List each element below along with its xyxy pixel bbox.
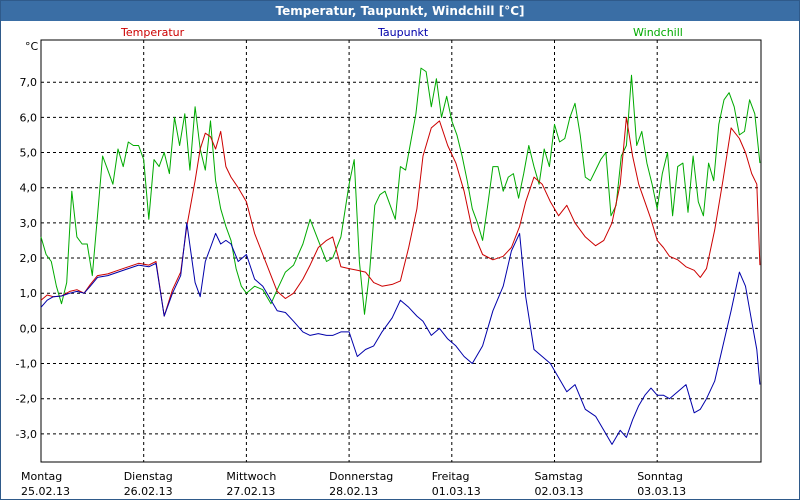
legend-temperatur: Temperatur xyxy=(120,26,185,39)
series-layer xyxy=(40,67,761,445)
y-axis-unit: °C xyxy=(25,40,39,53)
x-axis-labels: Montag 25.02.13 Dienstag 26.02.13 Mittwoch 27… xyxy=(21,470,686,498)
x-tick-date: 02.03.13 xyxy=(535,485,584,498)
y-tick-label: 5,0 xyxy=(20,147,38,160)
y-tick-label: 6,0 xyxy=(20,111,38,124)
legend-windchill: Windchill xyxy=(633,26,683,39)
plot-area xyxy=(40,39,762,463)
y-tick-label: 0,0 xyxy=(20,322,38,335)
series-line-temperatur xyxy=(40,116,761,317)
x-tick-day: Freitag xyxy=(432,470,470,483)
series-line-taupunkt xyxy=(40,222,761,445)
x-tick-day: Samstag xyxy=(535,470,583,483)
x-tick-day: Donnerstag xyxy=(329,470,393,483)
chart-title: Temperatur, Taupunkt, Windchill [°C] xyxy=(1,1,799,21)
y-tick-label: 3,0 xyxy=(20,217,38,230)
x-tick-day: Montag xyxy=(21,470,62,483)
x-tick-date: 03.03.13 xyxy=(637,485,686,498)
x-tick-date: 25.02.13 xyxy=(21,485,70,498)
series-line-windchill xyxy=(40,67,761,315)
y-tick-label: 2,0 xyxy=(20,252,38,265)
y-tick-label: 1,0 xyxy=(20,287,38,300)
y-tick-label: -1,0 xyxy=(16,358,37,371)
legend-taupunkt: Taupunkt xyxy=(377,26,429,39)
x-tick-date: 27.02.13 xyxy=(226,485,275,498)
y-tick-label: -3,0 xyxy=(16,428,37,441)
y-tick-label: 7,0 xyxy=(20,76,38,89)
x-tick-day: Dienstag xyxy=(124,470,173,483)
x-tick-day: Mittwoch xyxy=(226,470,276,483)
y-tick-label: 4,0 xyxy=(20,182,38,195)
x-tick-date: 01.03.13 xyxy=(432,485,481,498)
x-tick-date: 28.02.13 xyxy=(329,485,378,498)
y-axis-labels: 7,0 6,0 5,0 4,0 3,0 2,0 1,0 0,0 -1,0 -2,0 -3,0 xyxy=(16,76,37,441)
x-tick-date: 26.02.13 xyxy=(124,485,173,498)
y-tick-label: -2,0 xyxy=(16,393,37,406)
x-tick-day: Sonntag xyxy=(637,470,683,483)
